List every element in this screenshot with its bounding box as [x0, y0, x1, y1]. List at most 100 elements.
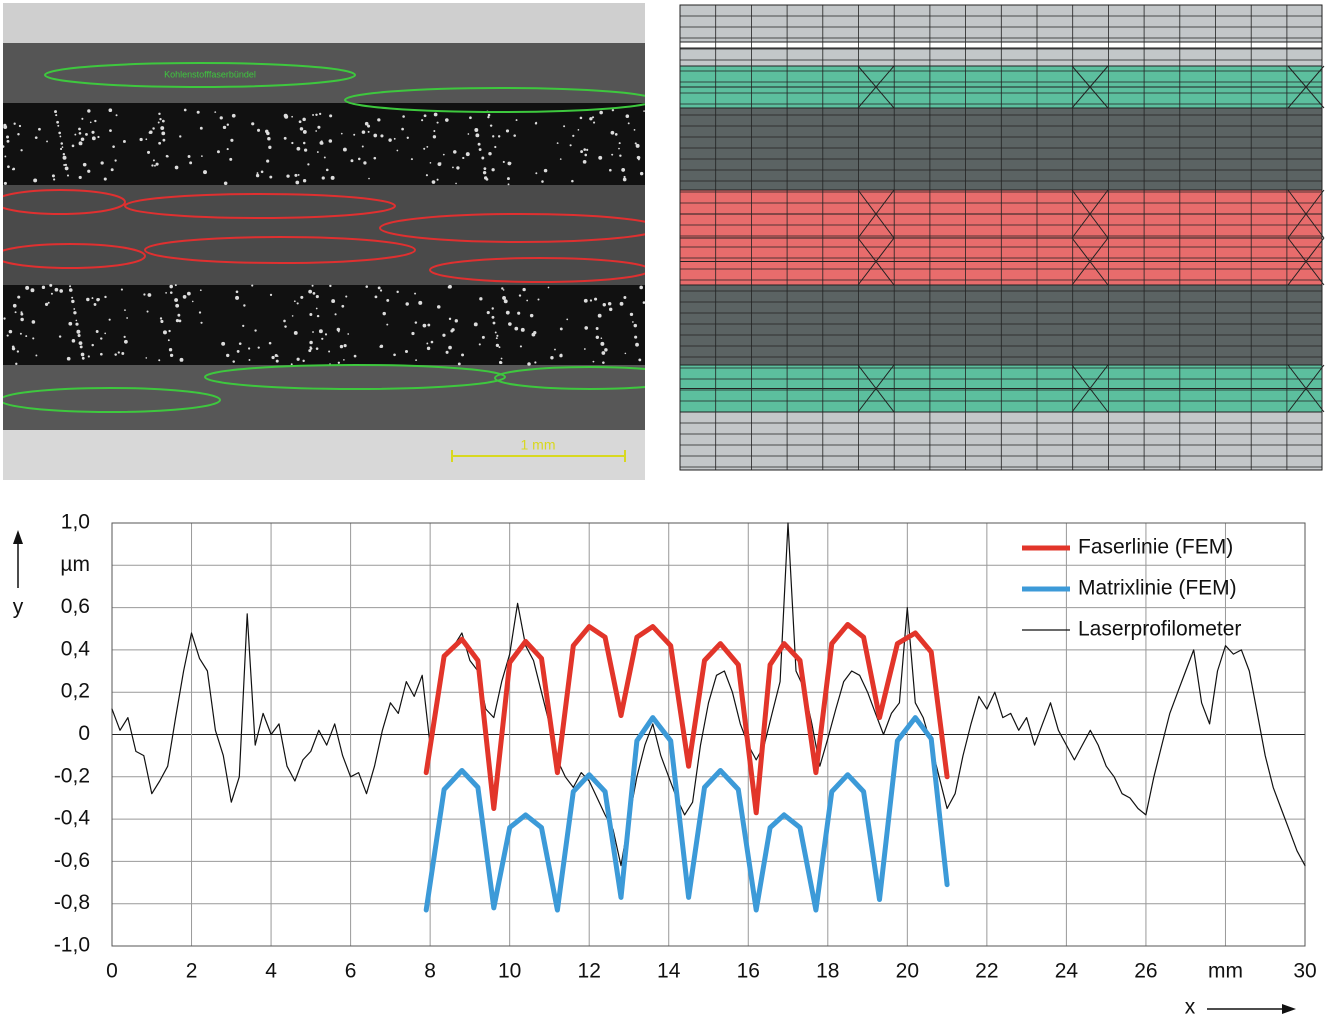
- fiber-dot: [219, 116, 223, 120]
- x-tick-label: 30: [1293, 960, 1316, 983]
- fiber-dot: [91, 343, 94, 347]
- fiber-dot: [433, 112, 438, 117]
- y-tick-label: 1,0: [61, 511, 90, 534]
- fiber-dot: [519, 345, 523, 348]
- fiber-dot: [87, 109, 91, 113]
- fiber-dot: [55, 114, 58, 117]
- fiber-dot: [423, 114, 427, 118]
- fiber-dot: [457, 362, 461, 366]
- fiber-dot: [214, 111, 217, 113]
- fiber-dot: [54, 287, 59, 292]
- fiber-dot: [295, 180, 300, 185]
- fiber-dot: [513, 134, 516, 137]
- fiber-dot: [89, 121, 92, 124]
- fiber-dot: [80, 352, 85, 357]
- legend-label: Laserprofilometer: [1078, 618, 1241, 641]
- fiber-dot: [91, 130, 95, 134]
- fiber-dot: [614, 133, 618, 136]
- fiber-dot: [328, 350, 331, 353]
- fiber-dot: [393, 137, 396, 140]
- bundle-outline: [429, 257, 645, 283]
- fiber-dot: [3, 125, 8, 129]
- fiber-dot: [487, 113, 491, 117]
- fiber-dot: [87, 355, 90, 358]
- fiber-dot: [491, 315, 495, 319]
- y-tick-label: -0,2: [54, 764, 90, 787]
- fiber-dot: [373, 156, 377, 160]
- fiber-dot: [345, 295, 348, 298]
- fiber-dot: [196, 110, 200, 114]
- bundle-outline: [3, 189, 126, 215]
- fiber-dot: [20, 317, 24, 322]
- fiber-dot: [426, 342, 429, 345]
- fiber-dot: [602, 361, 605, 364]
- fiber-dot: [396, 149, 399, 152]
- fiber-dot: [495, 337, 498, 340]
- fiber-dot: [505, 310, 510, 315]
- fiber-dot: [598, 155, 603, 160]
- fiber-dot: [80, 137, 85, 142]
- fiber-dot: [601, 351, 606, 355]
- fiber-dot: [600, 341, 605, 346]
- fiber-dot: [100, 337, 103, 340]
- fiber-dot: [300, 295, 304, 299]
- fiber-dot: [483, 167, 487, 171]
- fiber-dot: [343, 359, 345, 361]
- fiber-dot: [522, 287, 526, 292]
- fiber-dot: [619, 154, 622, 157]
- fiber-dot: [373, 133, 378, 138]
- bundle-outline: [494, 366, 645, 390]
- fiber-dot: [478, 148, 482, 151]
- fiber-dot: [393, 353, 396, 357]
- fiber-dot: [586, 148, 589, 151]
- fiber-dot: [481, 156, 485, 160]
- fiber-dot: [456, 166, 460, 170]
- fiber-dot: [467, 133, 470, 135]
- fiber-dot: [169, 291, 173, 294]
- fiber-dot: [469, 116, 472, 120]
- fiber-dot: [291, 141, 294, 145]
- fiber-dot: [535, 172, 538, 175]
- fiber-dot: [537, 298, 540, 301]
- fiber-dot: [268, 341, 272, 345]
- fiber-dot: [97, 135, 100, 139]
- fiber-dot: [151, 164, 154, 167]
- fiber-dot: [71, 296, 74, 299]
- fiber-dot: [541, 180, 544, 183]
- fiber-dot: [636, 155, 641, 160]
- fiber-dot: [124, 309, 126, 311]
- fiber-dot: [222, 125, 227, 130]
- fiber-dot: [452, 166, 454, 169]
- fiber-dot: [477, 142, 481, 146]
- fiber-layer: [3, 365, 645, 430]
- fiber-dot: [17, 133, 20, 136]
- fiber-dot: [584, 153, 588, 157]
- fiber-dot: [436, 305, 441, 309]
- fiber-dot: [161, 131, 166, 136]
- fiber-dot: [91, 297, 94, 300]
- fiber-dot: [68, 321, 73, 326]
- fiber-dot: [95, 330, 99, 333]
- fiber-dot: [608, 307, 613, 312]
- fiber-dot: [455, 182, 457, 185]
- fiber-dot: [498, 346, 501, 349]
- fiber-dot: [169, 353, 174, 358]
- fiber-dot: [406, 136, 409, 139]
- fiber-dot: [487, 116, 490, 119]
- fiber-dot: [448, 345, 452, 350]
- fiber-dot: [94, 119, 97, 123]
- fiber-dot: [73, 308, 76, 310]
- fiber-dot: [91, 136, 96, 141]
- fiber-dot: [157, 121, 160, 124]
- fiber-dot: [216, 150, 220, 154]
- fiber-dot: [3, 181, 7, 185]
- fiber-dot: [154, 164, 156, 167]
- fiber-dot: [377, 118, 381, 122]
- fiber-dot: [634, 335, 638, 339]
- fiber-dot: [283, 319, 286, 323]
- fiber-dot: [600, 337, 603, 340]
- fiber-dot: [53, 178, 56, 181]
- fiber-dot: [321, 337, 324, 340]
- fiber-dot: [73, 311, 77, 315]
